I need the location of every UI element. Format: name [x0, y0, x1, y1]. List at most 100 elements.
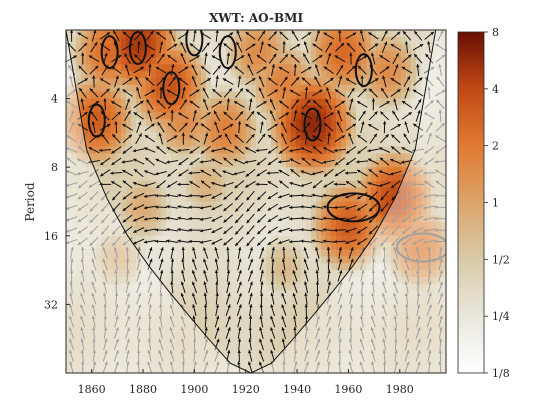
power-cell	[426, 71, 432, 79]
power-cell	[181, 270, 187, 278]
power-cell	[146, 256, 152, 264]
power-cell	[311, 160, 317, 168]
power-cell	[136, 139, 142, 148]
power-cell	[411, 64, 417, 72]
power-cell	[161, 139, 167, 148]
phase-arrow-head	[251, 43, 256, 47]
power-cell	[376, 30, 382, 38]
power-cell	[431, 331, 437, 340]
power-cell	[201, 160, 207, 168]
power-cell	[256, 167, 262, 175]
power-cell	[441, 50, 446, 59]
power-cell	[291, 345, 297, 354]
power-cell	[146, 91, 152, 100]
power-cell	[231, 71, 237, 79]
power-cell	[96, 235, 102, 244]
power-cell	[401, 276, 407, 285]
power-cell	[111, 126, 117, 134]
power-cell	[256, 345, 262, 354]
power-cell	[266, 235, 272, 244]
phase-arrow-head	[199, 240, 204, 244]
power-cell	[366, 290, 372, 299]
power-cell	[256, 50, 262, 59]
power-cell	[221, 311, 227, 319]
power-cell	[221, 345, 227, 354]
power-cell	[96, 194, 102, 203]
phase-arrow-head	[91, 270, 95, 274]
power-cell	[121, 71, 127, 79]
power-cell	[111, 167, 117, 175]
power-cell	[311, 352, 317, 360]
power-cell	[256, 242, 262, 251]
power-cell	[166, 235, 172, 244]
power-cell	[96, 187, 102, 196]
power-cell	[321, 98, 327, 107]
phase-arrow-head	[258, 75, 262, 80]
power-cell	[406, 311, 412, 319]
phase-arrow-head	[282, 41, 286, 45]
power-cell	[311, 64, 317, 72]
power-cell	[111, 146, 117, 155]
power-cell	[106, 208, 112, 216]
power-cell	[111, 290, 117, 299]
phase-arrow-head	[89, 219, 94, 223]
power-cell	[361, 194, 367, 203]
power-cell	[296, 215, 302, 223]
phase-arrow-head	[227, 315, 231, 320]
power-cell	[296, 304, 302, 312]
phase-arrow-head	[284, 54, 289, 58]
power-cell	[111, 43, 117, 52]
power-cell	[156, 283, 162, 292]
power-cell	[336, 338, 342, 347]
power-cell	[341, 50, 347, 59]
power-cell	[301, 311, 307, 319]
phase-arrow-head	[282, 246, 286, 251]
power-cell	[91, 222, 97, 230]
power-cell	[111, 345, 117, 354]
power-cell	[161, 160, 167, 168]
power-cell	[366, 112, 372, 120]
power-cell	[431, 160, 437, 168]
power-cell	[356, 84, 362, 93]
power-cell	[416, 194, 422, 203]
power-cell	[376, 290, 382, 299]
power-cell	[421, 270, 427, 278]
power-cell	[421, 174, 427, 182]
phase-arrow-head	[148, 304, 152, 308]
power-cell	[211, 297, 217, 305]
power-cell	[271, 84, 277, 93]
power-cell	[251, 105, 257, 113]
power-cell	[411, 359, 417, 367]
power-cell	[416, 208, 422, 216]
phase-arrow-head	[136, 361, 140, 365]
power-cell	[171, 366, 177, 373]
power-cell	[336, 290, 342, 299]
power-cell	[301, 290, 307, 299]
power-cell	[101, 283, 107, 292]
power-cell	[311, 304, 317, 312]
power-cell	[241, 84, 247, 93]
power-cell	[321, 366, 327, 373]
power-cell	[421, 84, 427, 93]
power-cell	[361, 290, 367, 299]
power-cell	[241, 30, 247, 38]
power-cell	[121, 50, 127, 59]
power-cell	[396, 256, 402, 264]
power-cell	[306, 119, 312, 127]
power-cell	[436, 91, 442, 100]
power-cell	[166, 256, 172, 264]
phase-arrow-head	[211, 207, 216, 211]
power-cell	[191, 30, 197, 38]
power-cell	[356, 318, 362, 326]
power-cell	[171, 242, 177, 251]
power-cell	[421, 352, 427, 360]
phase-arrow-head	[211, 195, 216, 199]
power-cell	[241, 222, 247, 230]
power-cell	[146, 174, 152, 182]
power-cell	[236, 64, 242, 72]
power-cell	[366, 345, 372, 354]
phase-arrow-head	[229, 124, 234, 128]
power-cell	[396, 318, 402, 326]
power-cell	[146, 187, 152, 196]
power-cell	[231, 139, 237, 148]
